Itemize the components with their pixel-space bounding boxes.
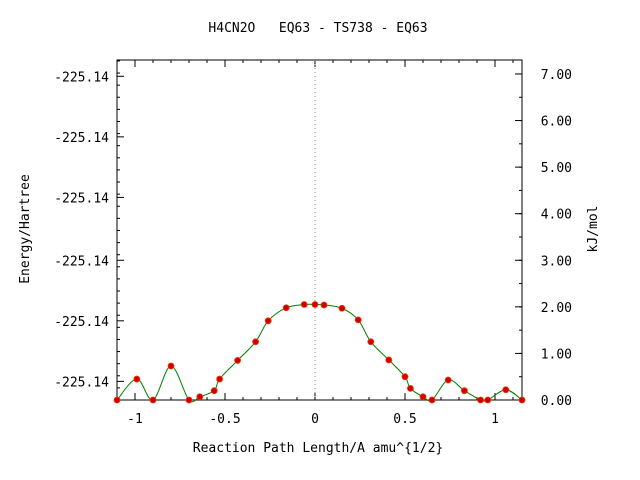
data-point [264,317,272,325]
axis-ticks: -1 -0.5 0 0.5 1 0.00 1.00 2.00 3.00 4.00 5.00 6.00 7… [54,60,572,427]
x-tick-label: 1 [491,412,499,427]
y2-tick-label: 6.00 [541,115,572,130]
y2-tick-label: 4.00 [541,208,572,223]
data-point [502,386,510,394]
data-point [406,384,414,392]
y2-tick-label: 7.00 [541,68,572,83]
data-point [300,301,308,308]
data-point [311,301,319,308]
data-point [354,316,362,324]
x-tick-label: 0.5 [393,412,416,427]
data-point [282,304,290,312]
data-point [518,396,526,404]
data-point [149,396,157,404]
data-point [460,387,468,395]
y-axis-label: Energy/Hartree [18,174,33,284]
chart-title: H4CN2O EQ63 - TS738 - EQ63 [208,21,427,36]
data-point [185,396,193,404]
x-axis-label: Reaction Path Length/A amu^{1/2} [193,441,443,456]
data-point [320,301,328,309]
data-point [484,396,492,404]
y-tick-label: -225.14 [54,375,109,390]
y2-tick-label: 1.00 [541,347,572,362]
data-point [196,393,204,401]
data-point [338,304,346,312]
data-points [113,301,526,404]
y2-tick-label: 0.00 [541,394,572,409]
data-point [428,396,436,404]
y-tick-label: -225.14 [54,315,109,330]
data-point [216,375,224,383]
x-tick-label: -0.5 [209,412,240,427]
data-point [133,375,141,383]
x-tick-label: -1 [127,412,143,427]
data-point [210,387,218,395]
y2-tick-label: 2.00 [541,301,572,316]
y-tick-label: -225.14 [54,70,109,85]
data-point [367,338,375,346]
y2-tick-label: 3.00 [541,254,572,269]
x-tick-label: 0 [311,412,319,427]
data-point [113,396,121,404]
y2-tick-label: 5.00 [541,161,572,176]
plot-frame [116,59,523,401]
data-point [419,393,427,401]
y-tick-label: -225.14 [54,191,109,206]
data-point [444,376,452,384]
data-point [477,396,485,404]
data-point [252,338,260,346]
y-tick-label: -225.14 [54,254,109,269]
data-point [401,373,409,381]
y2-axis-label: kJ/mol [586,206,601,253]
data-point [167,362,175,370]
data-point [234,357,242,364]
data-point [385,356,393,364]
y-tick-label: -225.14 [54,131,109,146]
energy-curve-line [116,303,523,403]
